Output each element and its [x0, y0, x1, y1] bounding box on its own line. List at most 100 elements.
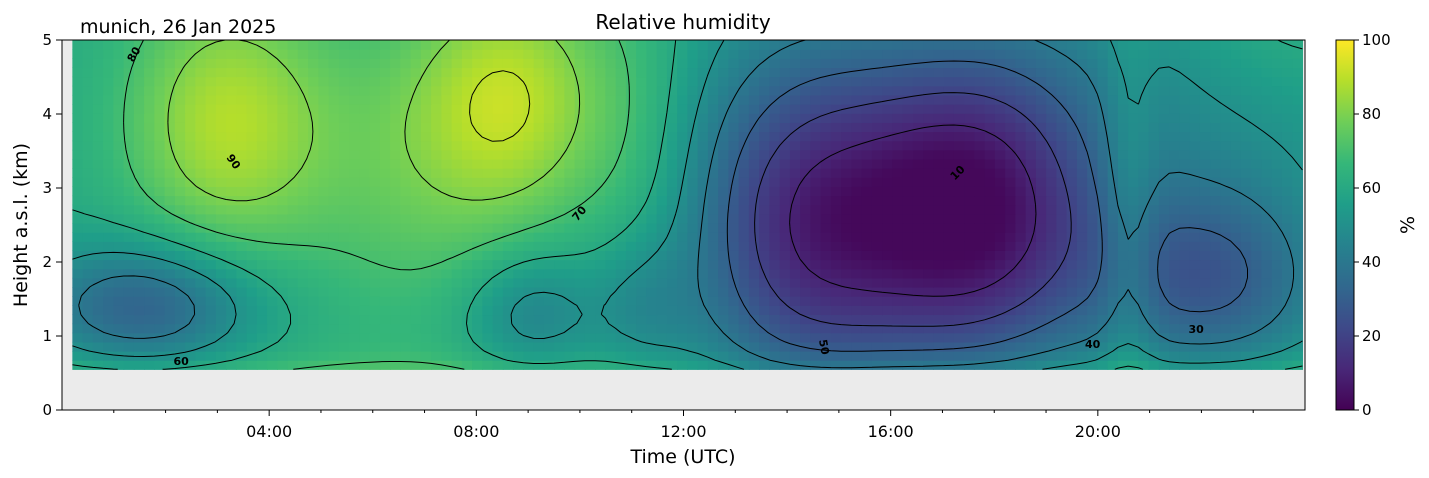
humidity-cell	[728, 131, 740, 142]
humidity-cell	[1261, 213, 1273, 224]
humidity-cell	[1005, 351, 1016, 361]
humidity-cell	[1025, 149, 1037, 160]
humidity-cell	[697, 268, 709, 279]
humidity-cell	[410, 332, 422, 343]
humidity-cell	[1107, 277, 1119, 288]
contour-line-90	[469, 70, 531, 142]
humidity-cell	[297, 158, 309, 169]
humidity-cell	[1169, 104, 1180, 114]
humidity-cell	[759, 232, 770, 242]
humidity-cell	[738, 131, 750, 142]
humidity-cell	[164, 131, 176, 142]
humidity-cell	[369, 360, 381, 370]
humidity-cell	[72, 186, 84, 197]
humidity-cell	[666, 250, 678, 261]
humidity-cell	[646, 122, 658, 133]
humidity-cell	[195, 286, 207, 297]
humidity-cell	[267, 213, 278, 224]
humidity-cell	[328, 49, 340, 59]
humidity-cell	[308, 296, 319, 306]
humidity-cell	[318, 351, 330, 361]
humidity-cell	[502, 213, 514, 224]
humidity-cell	[1179, 232, 1191, 242]
humidity-cell	[625, 259, 637, 270]
humidity-cell	[810, 222, 822, 233]
humidity-cell	[1097, 104, 1109, 114]
humidity-cell	[923, 49, 934, 59]
humidity-cell	[1097, 323, 1109, 334]
humidity-cell	[533, 323, 545, 334]
humidity-cell	[349, 232, 360, 242]
humidity-cell	[431, 122, 442, 133]
humidity-cell	[574, 332, 586, 343]
humidity-cell	[554, 286, 565, 297]
humidity-cell	[789, 49, 801, 59]
humidity-cell	[738, 186, 750, 197]
humidity-cell	[297, 186, 309, 197]
humidity-cell	[277, 213, 289, 224]
humidity-cell	[738, 158, 750, 169]
humidity-cell	[1056, 241, 1068, 251]
humidity-cell	[1199, 296, 1211, 306]
humidity-cell	[318, 314, 330, 325]
humidity-cell	[1292, 104, 1304, 114]
humidity-cell	[205, 259, 217, 270]
humidity-cell	[861, 332, 873, 343]
humidity-cell	[308, 195, 319, 206]
humidity-cell	[338, 149, 350, 160]
humidity-cell	[1271, 222, 1283, 233]
humidity-cell	[185, 213, 196, 224]
humidity-cell	[133, 277, 145, 288]
humidity-cell	[1035, 49, 1047, 59]
humidity-cell	[1087, 296, 1098, 306]
humidity-cell	[1097, 177, 1109, 187]
humidity-cell	[1066, 94, 1078, 105]
humidity-cell	[390, 268, 401, 279]
humidity-cell	[953, 277, 965, 288]
humidity-cell	[1138, 186, 1150, 197]
humidity-cell	[215, 314, 227, 325]
humidity-cell	[195, 296, 207, 306]
humidity-cell	[420, 85, 432, 96]
humidity-cell	[605, 104, 617, 114]
humidity-cell	[1148, 250, 1160, 261]
humidity-cell	[164, 296, 176, 306]
humidity-cell	[871, 149, 883, 160]
humidity-cell	[410, 250, 422, 261]
humidity-cell	[1271, 76, 1283, 87]
humidity-cell	[359, 104, 371, 114]
humidity-cell	[789, 168, 801, 178]
humidity-cell	[830, 232, 842, 242]
humidity-cell	[72, 140, 84, 151]
humidity-cell	[308, 67, 319, 78]
humidity-cell	[1251, 250, 1263, 261]
humidity-cell	[1128, 250, 1139, 261]
humidity-cell	[584, 277, 596, 288]
humidity-cell	[133, 250, 145, 261]
humidity-cell	[595, 259, 606, 270]
humidity-cell	[923, 67, 934, 78]
humidity-cell	[113, 268, 125, 279]
humidity-cell	[800, 40, 811, 50]
humidity-cell	[195, 259, 207, 270]
humidity-cell	[1015, 168, 1027, 178]
humidity-cell	[1230, 323, 1242, 334]
contour-label: 50	[816, 338, 832, 356]
humidity-cell	[1189, 177, 1201, 187]
humidity-cell	[390, 341, 401, 352]
humidity-cell	[400, 67, 412, 78]
humidity-cell	[892, 250, 904, 261]
humidity-cell	[1117, 131, 1129, 142]
humidity-cell	[636, 177, 647, 187]
humidity-cell	[605, 268, 617, 279]
humidity-cell	[379, 351, 391, 361]
humidity-cell	[912, 314, 924, 325]
humidity-cell	[1015, 204, 1027, 215]
humidity-cell	[420, 286, 432, 297]
humidity-cell	[687, 94, 699, 105]
humidity-cell	[502, 149, 514, 160]
humidity-cell	[789, 76, 801, 87]
humidity-cell	[318, 250, 330, 261]
humidity-cell	[502, 49, 514, 59]
humidity-cell	[1189, 241, 1201, 251]
